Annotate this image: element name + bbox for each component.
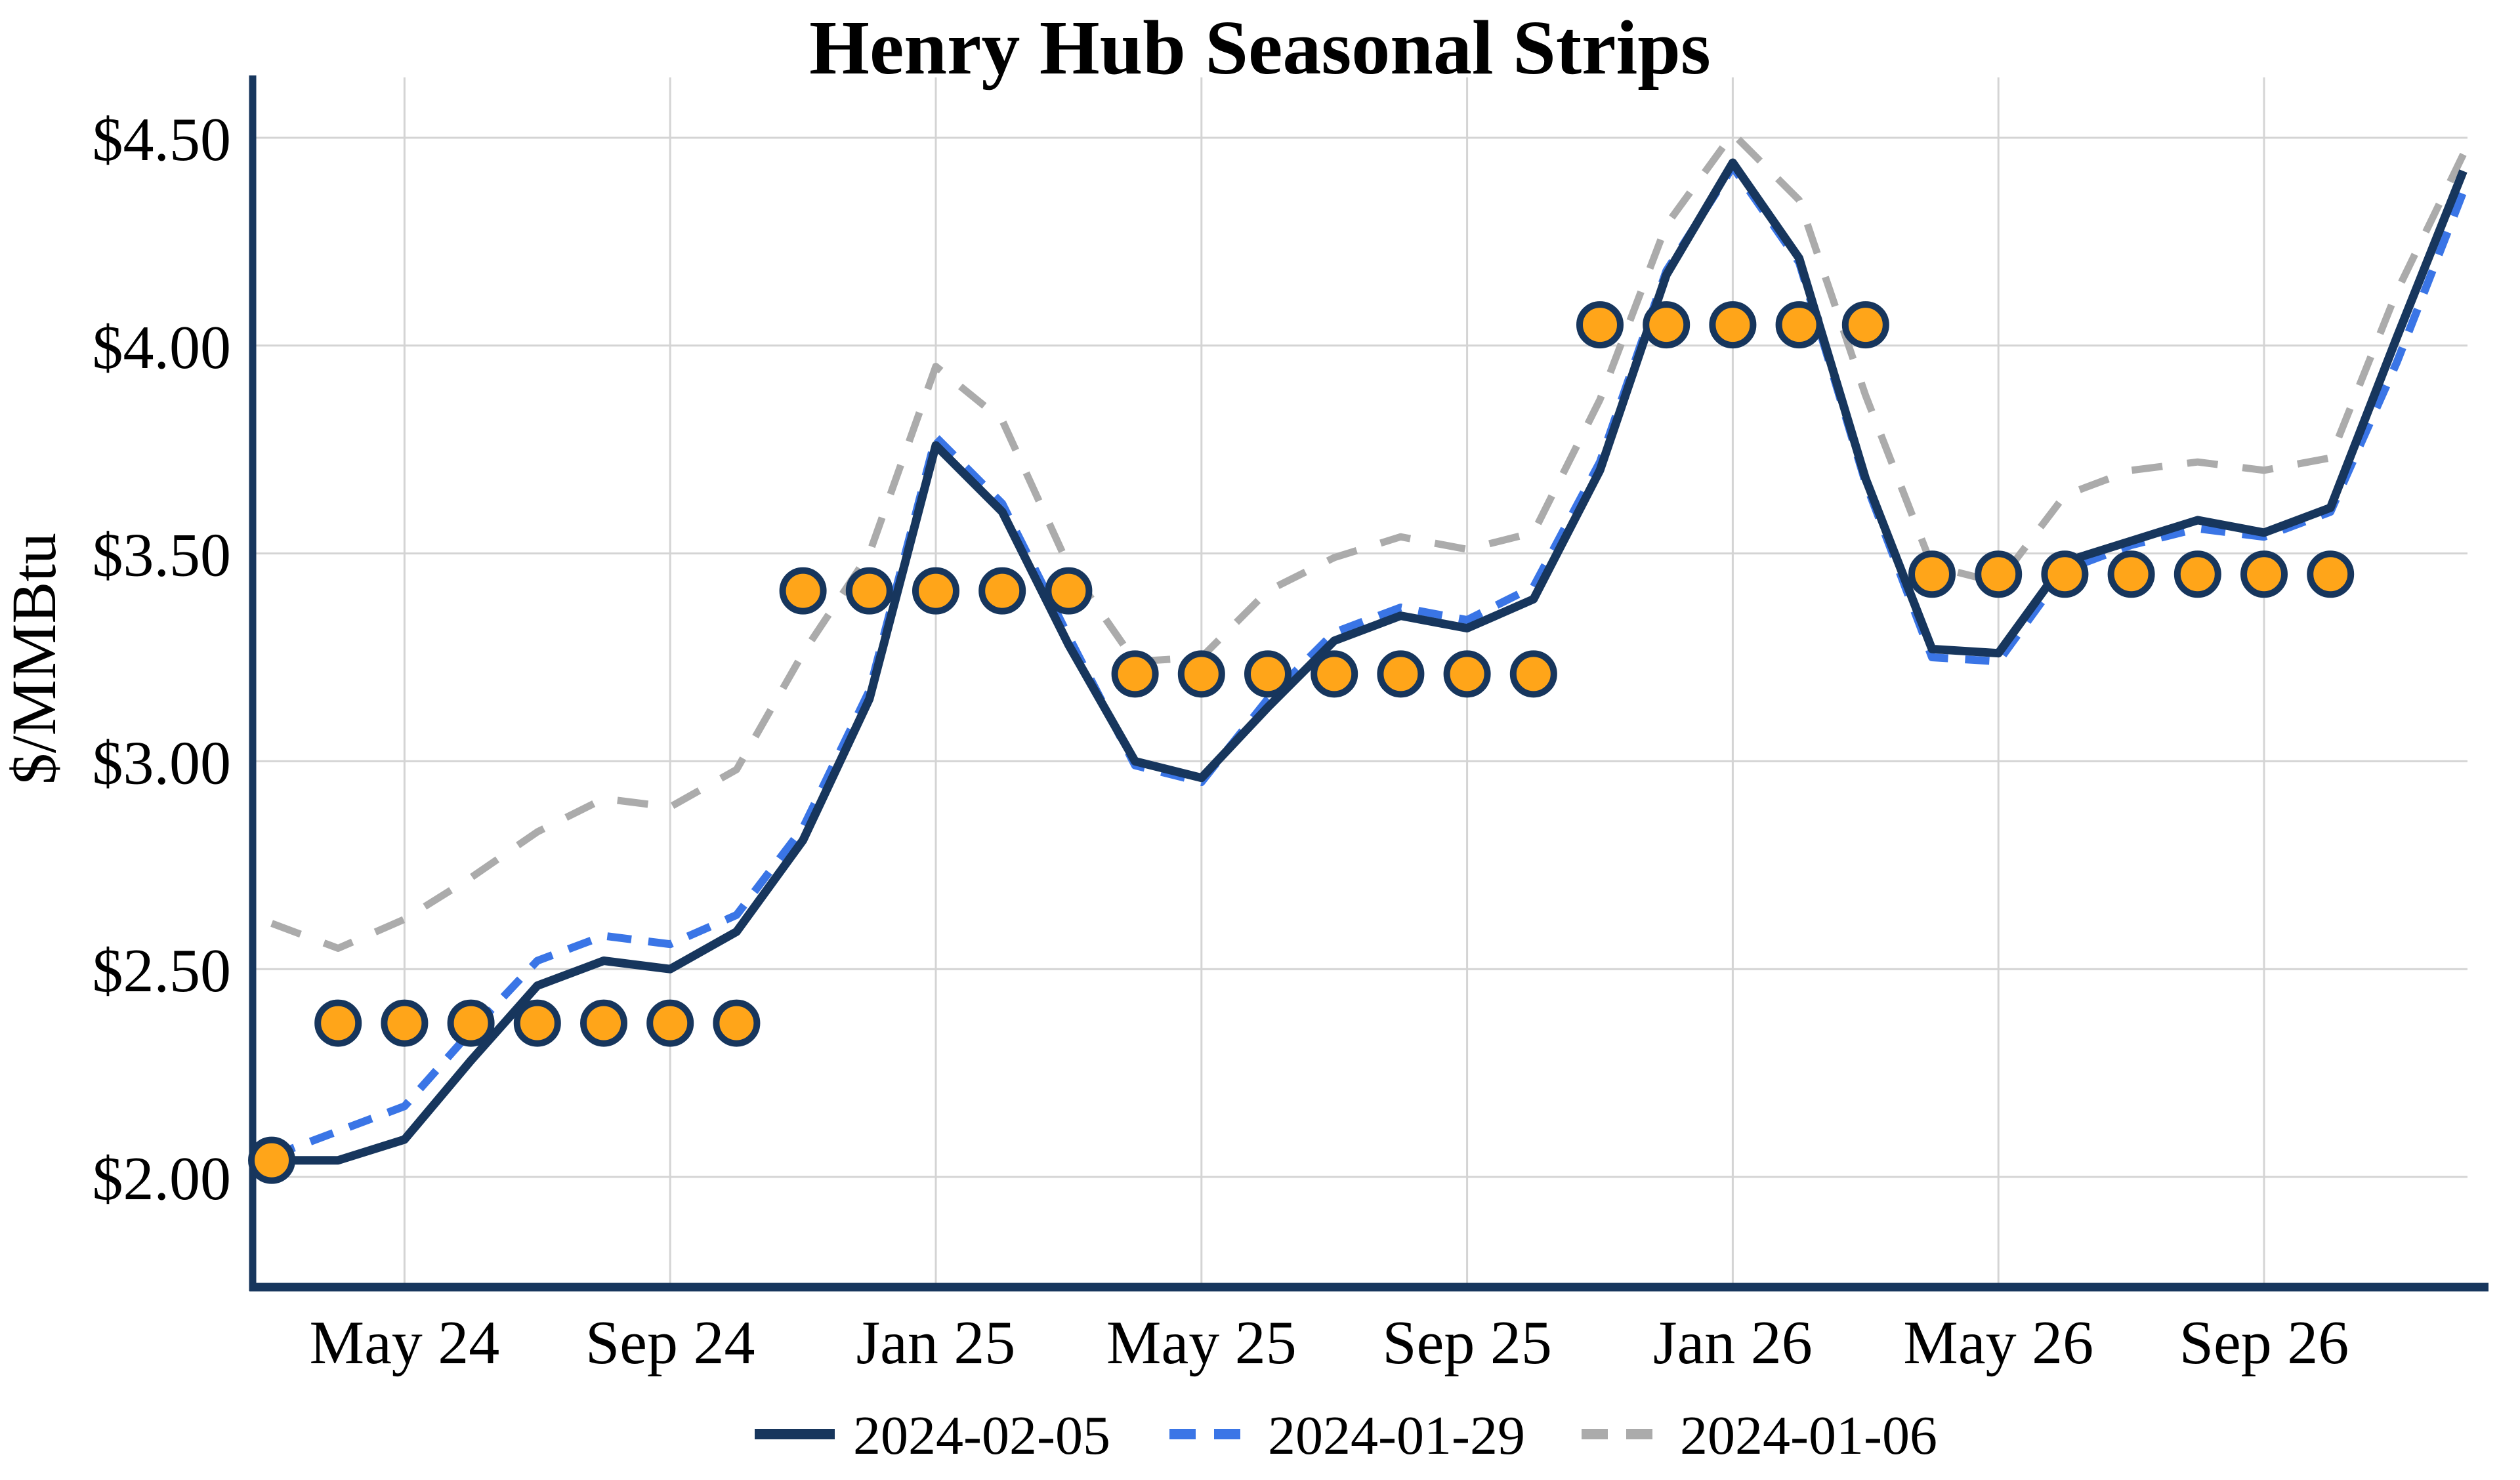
strip-marker bbox=[1377, 650, 1425, 698]
legend-item-2024-01-29: 2024-01-29 bbox=[1169, 1405, 1525, 1466]
strip-marker bbox=[845, 567, 893, 615]
y-tick-label: $3.50 bbox=[93, 522, 232, 590]
strip-marker bbox=[381, 999, 429, 1047]
legend-item-2024-01-06: 2024-01-06 bbox=[1582, 1405, 1937, 1466]
y-tick-label: $4.00 bbox=[93, 314, 232, 382]
x-tick-label: May 26 bbox=[1903, 1309, 2093, 1377]
x-tick-label: Sep 26 bbox=[2179, 1309, 2349, 1377]
strip-marker bbox=[1841, 301, 1889, 349]
strip-marker bbox=[513, 999, 561, 1047]
strip-marker bbox=[1311, 650, 1358, 698]
axes bbox=[249, 75, 2488, 1292]
strip-marker bbox=[248, 1136, 295, 1184]
x-tick-label: Sep 24 bbox=[585, 1309, 755, 1377]
strip-marker bbox=[2174, 550, 2221, 598]
strip-marker bbox=[1975, 550, 2023, 598]
strip-marker bbox=[2041, 550, 2089, 598]
y-tick-label: $4.50 bbox=[93, 106, 232, 174]
strip-marker bbox=[1709, 301, 1757, 349]
strip-marker bbox=[978, 567, 1026, 615]
strip-marker bbox=[1045, 567, 1093, 615]
legend-label: 2024-02-05 bbox=[853, 1405, 1110, 1466]
series-lines bbox=[270, 130, 2468, 1165]
strip-marker bbox=[646, 999, 694, 1047]
series-line-2024-01-29 bbox=[270, 163, 2468, 1160]
strip-marker bbox=[1908, 550, 1956, 598]
strip-marker bbox=[1177, 650, 1225, 698]
legend-item-2024-02-05: 2024-02-05 bbox=[755, 1405, 1110, 1466]
strip-marker bbox=[912, 567, 959, 615]
x-tick-label: Jan 25 bbox=[856, 1309, 1016, 1377]
x-tick-labels: May 24 Sep 24 Jan 25 May 25 Sep 25 Jan 26 May … bbox=[309, 1309, 2349, 1377]
series-line-2024-02-05 bbox=[272, 158, 2468, 1165]
strip-marker bbox=[2307, 550, 2355, 598]
x-tick-label: Jan 26 bbox=[1653, 1309, 1813, 1377]
legend-label: 2024-01-29 bbox=[1268, 1405, 1525, 1466]
strip-marker bbox=[1111, 650, 1159, 698]
strip-marker bbox=[580, 999, 627, 1047]
strip-marker bbox=[2107, 550, 2155, 598]
strip-marker bbox=[1244, 650, 1292, 698]
y-tick-label: $2.50 bbox=[93, 937, 232, 1005]
strip-marker bbox=[779, 567, 827, 615]
strip-marker bbox=[1775, 301, 1823, 349]
strip-marker bbox=[447, 999, 495, 1047]
chart-title: Henry Hub Seasonal Strips bbox=[809, 5, 1711, 91]
y-tick-label: $3.00 bbox=[93, 729, 232, 797]
series-line-2024-01-06 bbox=[270, 130, 2467, 952]
strip-marker bbox=[1576, 301, 1624, 349]
strip-markers bbox=[248, 301, 2355, 1184]
strip-marker bbox=[1443, 650, 1491, 698]
x-tick-label: May 25 bbox=[1106, 1309, 1297, 1377]
x-tick-label: May 24 bbox=[309, 1309, 499, 1377]
strip-marker bbox=[1509, 650, 1557, 698]
y-tick-labels: $2.00 $2.50 $3.00 $3.50 $4.00 $4.50 bbox=[93, 106, 232, 1213]
gridlines bbox=[256, 77, 2468, 1287]
x-tick-label: Sep 25 bbox=[1382, 1309, 1552, 1377]
y-axis-label: $/MMBtu bbox=[0, 533, 69, 785]
strip-marker bbox=[314, 999, 362, 1047]
legend-label: 2024-01-06 bbox=[1680, 1405, 1937, 1466]
strip-marker bbox=[713, 999, 761, 1047]
legend: 2024-02-05 2024-01-29 2024-01-06 bbox=[755, 1405, 1937, 1466]
strip-marker bbox=[2240, 550, 2288, 598]
strip-marker bbox=[1643, 301, 1690, 349]
y-tick-label: $2.00 bbox=[93, 1145, 232, 1213]
